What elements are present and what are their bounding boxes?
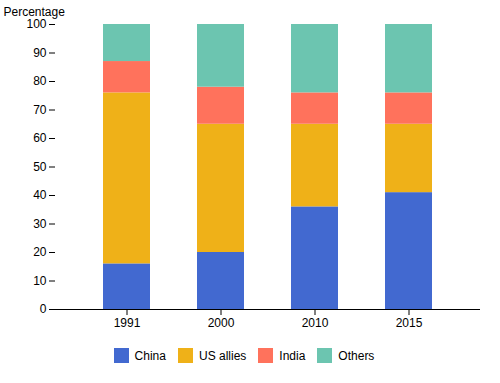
svg-text:2015: 2015 bbox=[396, 316, 423, 330]
svg-text:2010: 2010 bbox=[302, 316, 329, 330]
svg-text:100: 100 bbox=[26, 17, 46, 31]
svg-text:60: 60 bbox=[33, 131, 47, 145]
svg-text:70: 70 bbox=[33, 103, 47, 117]
svg-text:20: 20 bbox=[33, 245, 47, 259]
svg-text:90: 90 bbox=[33, 46, 47, 60]
svg-text:30: 30 bbox=[33, 217, 47, 231]
svg-text:80: 80 bbox=[33, 74, 47, 88]
html-text:Others: Others bbox=[338, 348, 375, 363]
svg-text:50: 50 bbox=[33, 160, 47, 174]
svg-text:1991: 1991 bbox=[114, 316, 141, 330]
svg-text:Percentage: Percentage bbox=[4, 5, 66, 19]
svg-text:10: 10 bbox=[33, 274, 47, 288]
html-text:China: China bbox=[134, 348, 166, 363]
svg-text:0: 0 bbox=[40, 302, 47, 316]
html-text:US allies: US allies bbox=[199, 348, 247, 363]
html-text:India: India bbox=[279, 348, 306, 363]
svg-text:40: 40 bbox=[33, 188, 47, 202]
svg-text:2000: 2000 bbox=[208, 316, 235, 330]
